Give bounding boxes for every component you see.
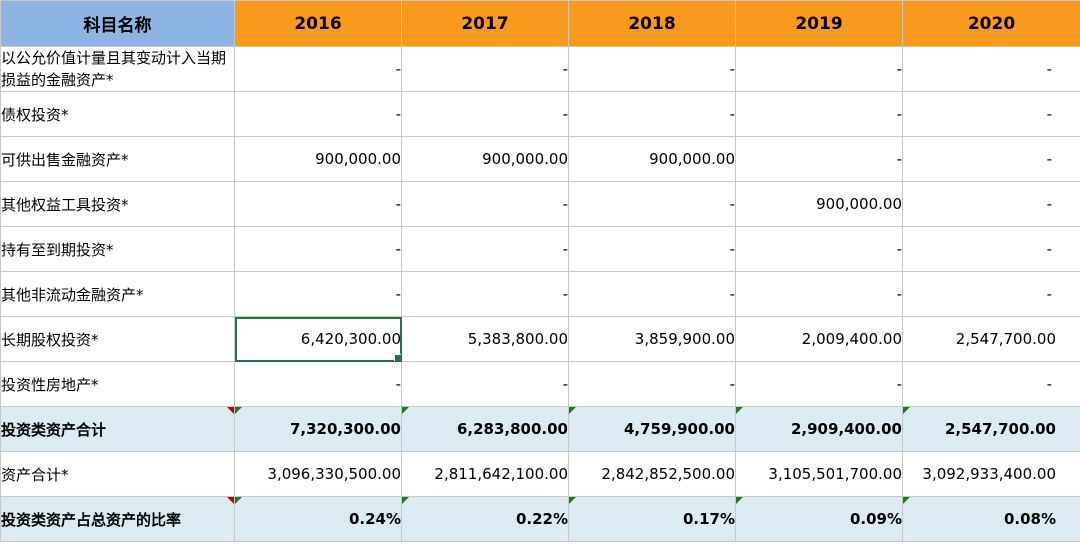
table-cell[interactable]: 3,105,501,700.00 (735, 451, 903, 497)
table-cell[interactable]: 0.24% (234, 496, 402, 542)
row-label[interactable]: 投资性房地产* (0, 361, 235, 407)
table-cell[interactable]: - (735, 136, 903, 182)
table-cell[interactable]: 5,383,800.00 (401, 316, 569, 362)
table-cell[interactable]: 2,547,700.00 (902, 406, 1080, 452)
table-cell[interactable]: - (401, 226, 569, 272)
table-cell[interactable]: 900,000.00 (401, 136, 569, 182)
table-cell[interactable]: 900,000.00 (234, 136, 402, 182)
row-label[interactable]: 以公允价值计量且其变动计入当期损益的金融资产* (0, 46, 235, 92)
table-cell[interactable]: 7,320,300.00 (234, 406, 402, 452)
table-cell[interactable]: 900,000.00 (568, 136, 736, 182)
table-cell[interactable]: - (401, 46, 569, 92)
column-header-2017[interactable]: 2017 (401, 0, 569, 47)
table-cell[interactable]: - (902, 91, 1080, 137)
table-cell[interactable]: - (735, 271, 903, 317)
table-cell[interactable]: - (902, 226, 1080, 272)
table-cell[interactable]: - (735, 46, 903, 92)
table-cell[interactable]: - (735, 226, 903, 272)
table-cell[interactable]: 0.09% (735, 496, 903, 542)
table-row: 以公允价值计量且其变动计入当期损益的金融资产* - - - - - (0, 46, 1080, 92)
table-cell[interactable]: - (234, 181, 402, 227)
table-cell[interactable]: - (902, 46, 1080, 92)
table-cell[interactable]: - (401, 181, 569, 227)
table-cell[interactable]: 4,759,900.00 (568, 406, 736, 452)
column-header-2020[interactable]: 2020 (902, 0, 1080, 47)
table-row: 其他非流动金融资产* - - - - - (0, 271, 1080, 317)
table-cell[interactable]: - (902, 361, 1080, 407)
table-cell[interactable]: - (568, 271, 736, 317)
column-header-2018[interactable]: 2018 (568, 0, 736, 47)
table-cell[interactable]: - (568, 91, 736, 137)
row-label[interactable]: 长期股权投资* (0, 316, 235, 362)
table-cell[interactable]: 3,859,900.00 (568, 316, 736, 362)
table-cell[interactable]: - (902, 181, 1080, 227)
row-label[interactable]: 投资类资产占总资产的比率 (0, 496, 235, 542)
table-cell[interactable]: - (568, 361, 736, 407)
table-cell[interactable]: 900,000.00 (735, 181, 903, 227)
table-cell[interactable]: 0.08% (902, 496, 1080, 542)
row-label[interactable]: 持有至到期投资* (0, 226, 235, 272)
ratio-row: 投资类资产占总资产的比率 0.24% 0.22% 0.17% 0.09% 0.0… (0, 496, 1080, 542)
table-row: 债权投资* - - - - - (0, 91, 1080, 137)
table-cell[interactable]: - (401, 271, 569, 317)
table-row: 其他权益工具投资* - - - 900,000.00 - (0, 181, 1080, 227)
table-cell[interactable]: 3,092,933,400.00 (902, 451, 1080, 497)
table-cell[interactable]: 2,009,400.00 (735, 316, 903, 362)
table-row: 投资性房地产* - - - - - (0, 361, 1080, 407)
table-cell[interactable]: - (401, 361, 569, 407)
table-cell[interactable]: 0.22% (401, 496, 569, 542)
table-cell[interactable]: - (902, 136, 1080, 182)
column-header-name[interactable]: 科目名称 (0, 0, 235, 47)
table-cell[interactable]: 6,283,800.00 (401, 406, 569, 452)
table-cell[interactable]: 2,547,700.00 (902, 316, 1080, 362)
total-row: 投资类资产合计 7,320,300.00 6,283,800.00 4,759,… (0, 406, 1080, 452)
table-cell[interactable]: - (568, 181, 736, 227)
table-row: 可供出售金融资产* 900,000.00 900,000.00 900,000.… (0, 136, 1080, 182)
table-cell[interactable]: - (234, 361, 402, 407)
selected-cell[interactable]: 6,420,300.00 (234, 316, 402, 362)
table-cell[interactable]: - (234, 271, 402, 317)
row-label[interactable]: 投资类资产合计 (0, 406, 235, 452)
header-row: 科目名称 2016 2017 2018 2019 2020 (0, 0, 1080, 47)
row-label[interactable]: 债权投资* (0, 91, 235, 137)
table-cell[interactable]: - (234, 226, 402, 272)
table-cell[interactable]: - (401, 91, 569, 137)
table-cell[interactable]: 2,811,642,100.00 (401, 451, 569, 497)
table-row: 资产合计* 3,096,330,500.00 2,811,642,100.00 … (0, 451, 1080, 497)
row-label[interactable]: 其他权益工具投资* (0, 181, 235, 227)
table-cell[interactable]: - (568, 226, 736, 272)
table-cell[interactable]: - (735, 361, 903, 407)
table-cell[interactable]: - (234, 91, 402, 137)
row-label[interactable]: 其他非流动金融资产* (0, 271, 235, 317)
table-row: 长期股权投资* 6,420,300.00 5,383,800.00 3,859,… (0, 316, 1080, 362)
row-label[interactable]: 可供出售金融资产* (0, 136, 235, 182)
column-header-2016[interactable]: 2016 (234, 0, 402, 47)
table-cell[interactable]: - (568, 46, 736, 92)
table-row: 持有至到期投资* - - - - - (0, 226, 1080, 272)
row-label[interactable]: 资产合计* (0, 451, 235, 497)
table-cell[interactable]: 2,909,400.00 (735, 406, 903, 452)
table-cell[interactable]: 0.17% (568, 496, 736, 542)
table-cell[interactable]: - (735, 91, 903, 137)
table-cell[interactable]: - (902, 271, 1080, 317)
table-cell[interactable]: 3,096,330,500.00 (234, 451, 402, 497)
table-cell[interactable]: - (234, 46, 402, 92)
column-header-2019[interactable]: 2019 (735, 0, 903, 47)
table-cell[interactable]: 2,842,852,500.00 (568, 451, 736, 497)
